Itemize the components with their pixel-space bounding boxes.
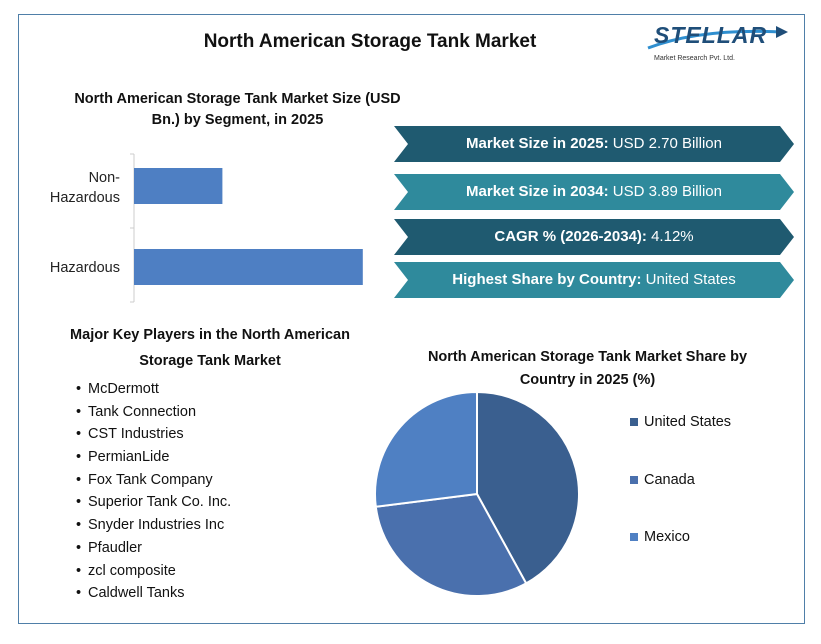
list-item: CST Industries bbox=[76, 423, 231, 446]
legend-label: United States bbox=[644, 414, 732, 430]
legend-item: Mexico bbox=[630, 529, 690, 545]
page-title: North American Storage Tank Market bbox=[203, 31, 537, 52]
list-item: Pfaudler bbox=[76, 537, 231, 560]
legend-item: United States bbox=[630, 414, 731, 430]
list-item: Superior Tank Co. Inc. bbox=[76, 491, 231, 514]
stat-banner: Market Size in 2025: USD 2.70 Billion bbox=[394, 126, 794, 162]
list-item: zcl composite bbox=[76, 560, 231, 583]
bar-non-hazardous bbox=[134, 168, 223, 204]
bar-category-label: Hazardous bbox=[50, 260, 120, 276]
banner-arrow-shape bbox=[394, 126, 794, 162]
logo-wordmark: STELLAR bbox=[654, 22, 768, 48]
stat-banner: Highest Share by Country: United States bbox=[394, 262, 794, 298]
list-item: PermianLide bbox=[76, 446, 231, 469]
banner-arrow-shape bbox=[394, 262, 794, 298]
banner-arrow-shape bbox=[394, 219, 794, 255]
banner-arrow-shape bbox=[394, 174, 794, 210]
stat-banner: CAGR % (2026-2034): 4.12% bbox=[394, 219, 794, 255]
bar-hazardous bbox=[134, 249, 363, 285]
logo-tagline: Market Research Pvt. Ltd. bbox=[654, 55, 735, 62]
banner-label: Highest Share by Country: bbox=[452, 271, 642, 288]
logo-swoosh-icon bbox=[647, 29, 783, 50]
stat-banner: Market Size in 2034: USD 3.89 Billion bbox=[394, 174, 794, 210]
banner-text: CAGR % (2026-2034): 4.12% bbox=[394, 219, 794, 255]
bar-chart-title: North American Storage Tank Market Size … bbox=[74, 91, 401, 128]
key-players-list: McDermottTank ConnectionCST IndustriesPe… bbox=[76, 378, 231, 605]
legend-label: Canada bbox=[644, 471, 695, 488]
legend-swatch bbox=[630, 418, 638, 427]
list-item: Fox Tank Company bbox=[76, 469, 231, 492]
stellar-logo: STELLAR Market Research Pvt. Ltd. bbox=[640, 18, 790, 68]
list-item: Caldwell Tanks bbox=[76, 582, 231, 605]
pie-slice-mexico bbox=[374, 390, 478, 508]
legend-item: Canada bbox=[630, 472, 695, 488]
infographic-frame bbox=[18, 14, 805, 624]
banner-text: Highest Share by Country: United States bbox=[394, 262, 794, 298]
banner-value: United States bbox=[641, 271, 736, 288]
banner-value: USD 2.70 Billion bbox=[608, 135, 722, 152]
key-players-title: Major Key Players in the North American … bbox=[70, 327, 350, 369]
banner-text: Market Size in 2025: USD 2.70 Billion bbox=[394, 126, 794, 162]
logo-arrow-icon bbox=[776, 26, 788, 38]
pie-slice-canada bbox=[374, 492, 528, 597]
banner-text: Market Size in 2034: USD 3.89 Billion bbox=[394, 174, 794, 210]
list-item: Tank Connection bbox=[76, 401, 231, 424]
banner-label: Market Size in 2025: bbox=[466, 135, 609, 152]
bar-category-label: Non-Hazardous bbox=[50, 170, 120, 206]
banner-label: CAGR % (2026-2034): bbox=[494, 228, 647, 245]
pie-chart-title: North American Storage Tank Market Share… bbox=[427, 349, 748, 388]
list-item: Snyder Industries Inc bbox=[76, 514, 231, 537]
legend-label: Mexico bbox=[644, 529, 690, 545]
legend-swatch bbox=[630, 533, 638, 542]
country-share-pie-chart bbox=[374, 390, 580, 597]
legend-swatch bbox=[630, 475, 638, 484]
pie-slice-united-states bbox=[476, 390, 580, 585]
banner-label: Market Size in 2034: bbox=[466, 183, 609, 200]
banner-value: USD 3.89 Billion bbox=[608, 183, 722, 200]
list-item: McDermott bbox=[76, 378, 231, 401]
segment-bar-chart: Non-Hazardous Hazardous bbox=[50, 153, 363, 303]
banner-value: 4.12% bbox=[646, 228, 694, 245]
